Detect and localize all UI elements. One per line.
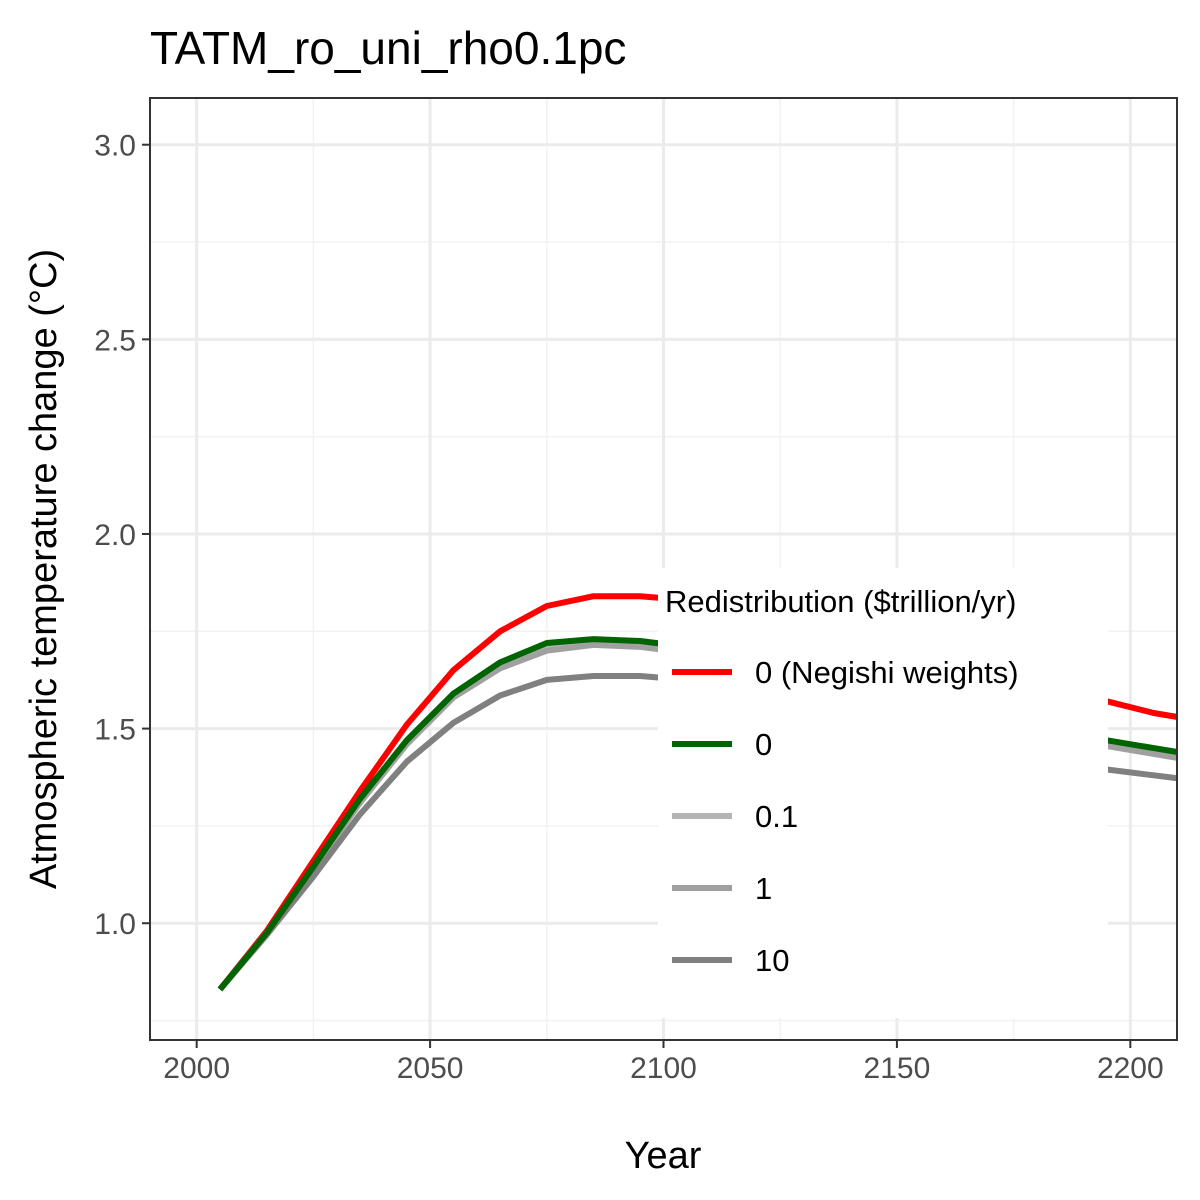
x-axis-ticks: 2000 2050 2100 2150 2200 bbox=[163, 1040, 1164, 1085]
y-tick-label: 2.0 bbox=[94, 519, 136, 552]
legend-title: Redistribution ($trillion/yr) bbox=[665, 584, 1016, 619]
y-tick-label: 1.5 bbox=[94, 714, 136, 747]
x-tick-label: 2200 bbox=[1097, 1052, 1164, 1085]
y-tick-label: 1.0 bbox=[94, 908, 136, 941]
x-tick-label: 2150 bbox=[864, 1052, 931, 1085]
chart-title: TATM_ro_uni_rho0.1pc bbox=[150, 22, 626, 74]
legend-keys: 0 (Negishi weights) 0 0.1 1 10 bbox=[672, 655, 1019, 978]
legend-label-3: 1 bbox=[755, 871, 772, 906]
legend-label-2: 0.1 bbox=[755, 799, 798, 834]
x-tick-label: 2000 bbox=[163, 1052, 230, 1085]
legend-label-4: 10 bbox=[755, 943, 789, 978]
legend: Redistribution ($trillion/yr) 0 (Negishi… bbox=[658, 568, 1108, 1018]
x-tick-label: 2050 bbox=[397, 1052, 464, 1085]
y-axis-ticks: 1.0 1.5 2.0 2.5 3.0 bbox=[94, 130, 150, 941]
legend-label-0: 0 (Negishi weights) bbox=[755, 655, 1019, 690]
legend-label-1: 0 bbox=[755, 727, 772, 762]
legend-background bbox=[658, 568, 1108, 1018]
x-tick-label: 2100 bbox=[630, 1052, 697, 1085]
x-axis-title: Year bbox=[625, 1135, 702, 1177]
y-axis-title: Atmospheric temperature change (°C) bbox=[23, 249, 65, 889]
y-tick-label: 2.5 bbox=[94, 324, 136, 357]
y-tick-label: 3.0 bbox=[94, 130, 136, 163]
